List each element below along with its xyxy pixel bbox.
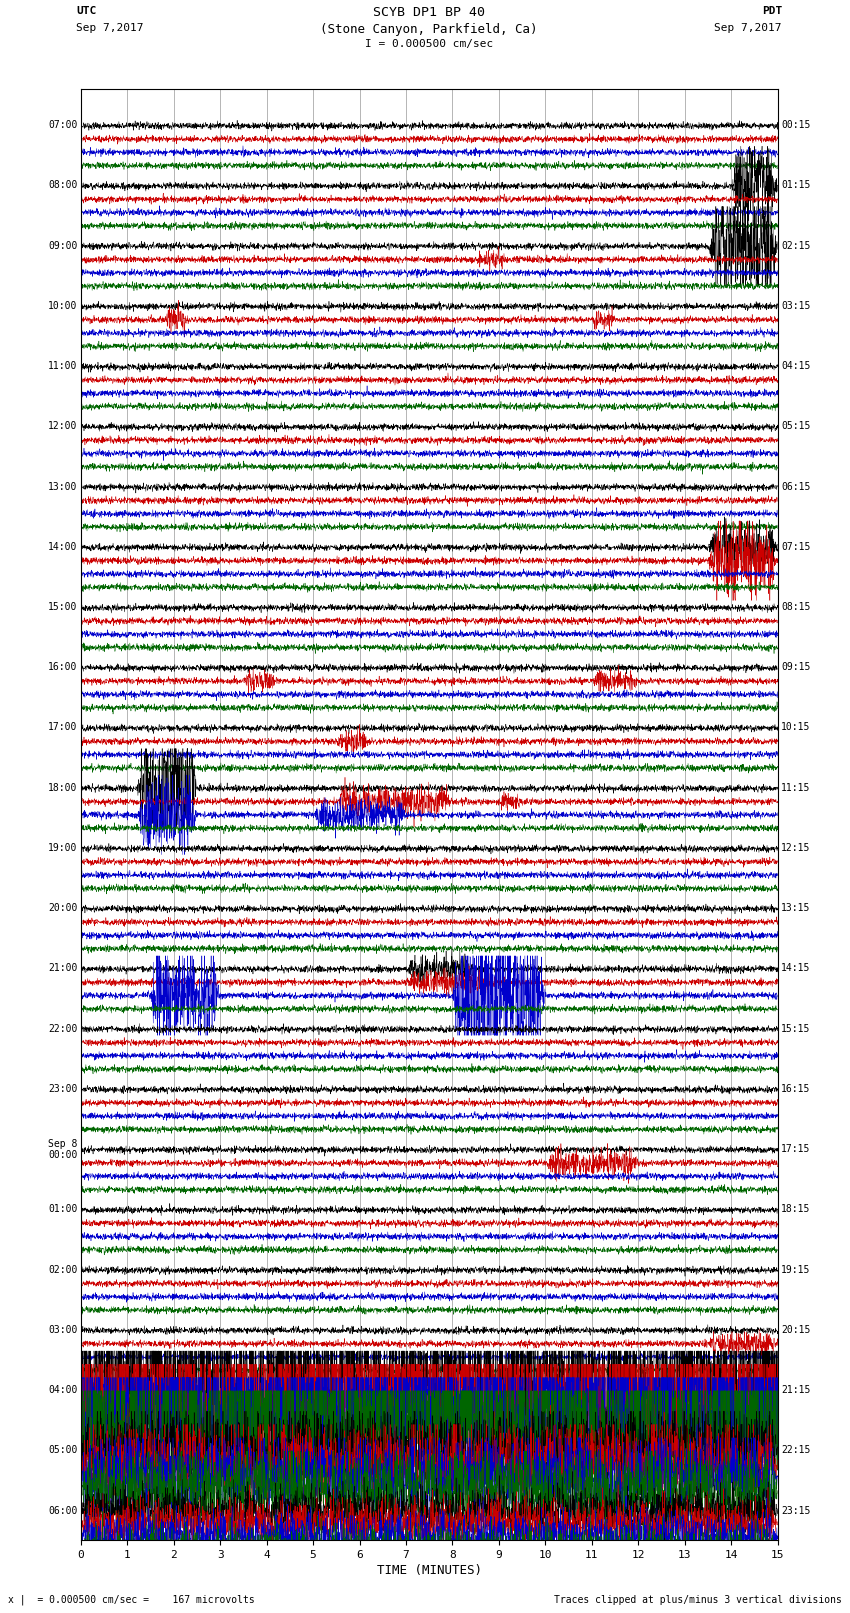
Text: 05:15: 05:15	[781, 421, 811, 431]
Text: 22:15: 22:15	[781, 1445, 811, 1455]
Text: SCYB DP1 BP 40: SCYB DP1 BP 40	[373, 6, 485, 19]
Text: Sep 7,2017: Sep 7,2017	[715, 23, 782, 32]
Text: 01:15: 01:15	[781, 181, 811, 190]
Text: 12:00: 12:00	[48, 421, 77, 431]
Text: 06:00: 06:00	[48, 1505, 77, 1516]
Text: Sep 8
00:00: Sep 8 00:00	[48, 1139, 77, 1160]
Text: 08:00: 08:00	[48, 181, 77, 190]
Text: 04:15: 04:15	[781, 361, 811, 371]
Text: 16:15: 16:15	[781, 1084, 811, 1094]
Text: 03:15: 03:15	[781, 300, 811, 311]
X-axis label: TIME (MINUTES): TIME (MINUTES)	[377, 1565, 482, 1578]
Text: x |  = 0.000500 cm/sec =    167 microvolts: x | = 0.000500 cm/sec = 167 microvolts	[8, 1594, 255, 1605]
Text: 23:15: 23:15	[781, 1505, 811, 1516]
Text: 11:00: 11:00	[48, 361, 77, 371]
Text: I = 0.000500 cm/sec: I = 0.000500 cm/sec	[366, 39, 493, 48]
Text: UTC: UTC	[76, 6, 97, 16]
Text: 21:15: 21:15	[781, 1386, 811, 1395]
Text: Traces clipped at plus/minus 3 vertical divisions: Traces clipped at plus/minus 3 vertical …	[553, 1595, 842, 1605]
Text: 07:15: 07:15	[781, 542, 811, 552]
Text: 15:00: 15:00	[48, 602, 77, 611]
Text: 09:15: 09:15	[781, 663, 811, 673]
Text: 13:00: 13:00	[48, 482, 77, 492]
Text: 10:15: 10:15	[781, 723, 811, 732]
Text: 18:15: 18:15	[781, 1205, 811, 1215]
Text: 19:00: 19:00	[48, 844, 77, 853]
Text: 05:00: 05:00	[48, 1445, 77, 1455]
Text: 07:00: 07:00	[48, 119, 77, 131]
Text: 11:15: 11:15	[781, 782, 811, 792]
Text: 13:15: 13:15	[781, 903, 811, 913]
Text: PDT: PDT	[762, 6, 782, 16]
Text: 04:00: 04:00	[48, 1386, 77, 1395]
Text: 20:15: 20:15	[781, 1324, 811, 1336]
Text: 02:00: 02:00	[48, 1265, 77, 1274]
Text: 08:15: 08:15	[781, 602, 811, 611]
Text: 17:00: 17:00	[48, 723, 77, 732]
Text: 16:00: 16:00	[48, 663, 77, 673]
Text: 23:00: 23:00	[48, 1084, 77, 1094]
Text: 03:00: 03:00	[48, 1324, 77, 1336]
Text: 21:00: 21:00	[48, 963, 77, 973]
Text: 19:15: 19:15	[781, 1265, 811, 1274]
Text: (Stone Canyon, Parkfield, Ca): (Stone Canyon, Parkfield, Ca)	[320, 23, 538, 35]
Text: 17:15: 17:15	[781, 1144, 811, 1155]
Text: 18:00: 18:00	[48, 782, 77, 792]
Text: 01:00: 01:00	[48, 1205, 77, 1215]
Text: 14:00: 14:00	[48, 542, 77, 552]
Text: 22:00: 22:00	[48, 1024, 77, 1034]
Text: 15:15: 15:15	[781, 1024, 811, 1034]
Text: 02:15: 02:15	[781, 240, 811, 250]
Text: 06:15: 06:15	[781, 482, 811, 492]
Text: 09:00: 09:00	[48, 240, 77, 250]
Text: 12:15: 12:15	[781, 844, 811, 853]
Text: 14:15: 14:15	[781, 963, 811, 973]
Text: 00:15: 00:15	[781, 119, 811, 131]
Text: Sep 7,2017: Sep 7,2017	[76, 23, 144, 32]
Text: 20:00: 20:00	[48, 903, 77, 913]
Text: 10:00: 10:00	[48, 300, 77, 311]
